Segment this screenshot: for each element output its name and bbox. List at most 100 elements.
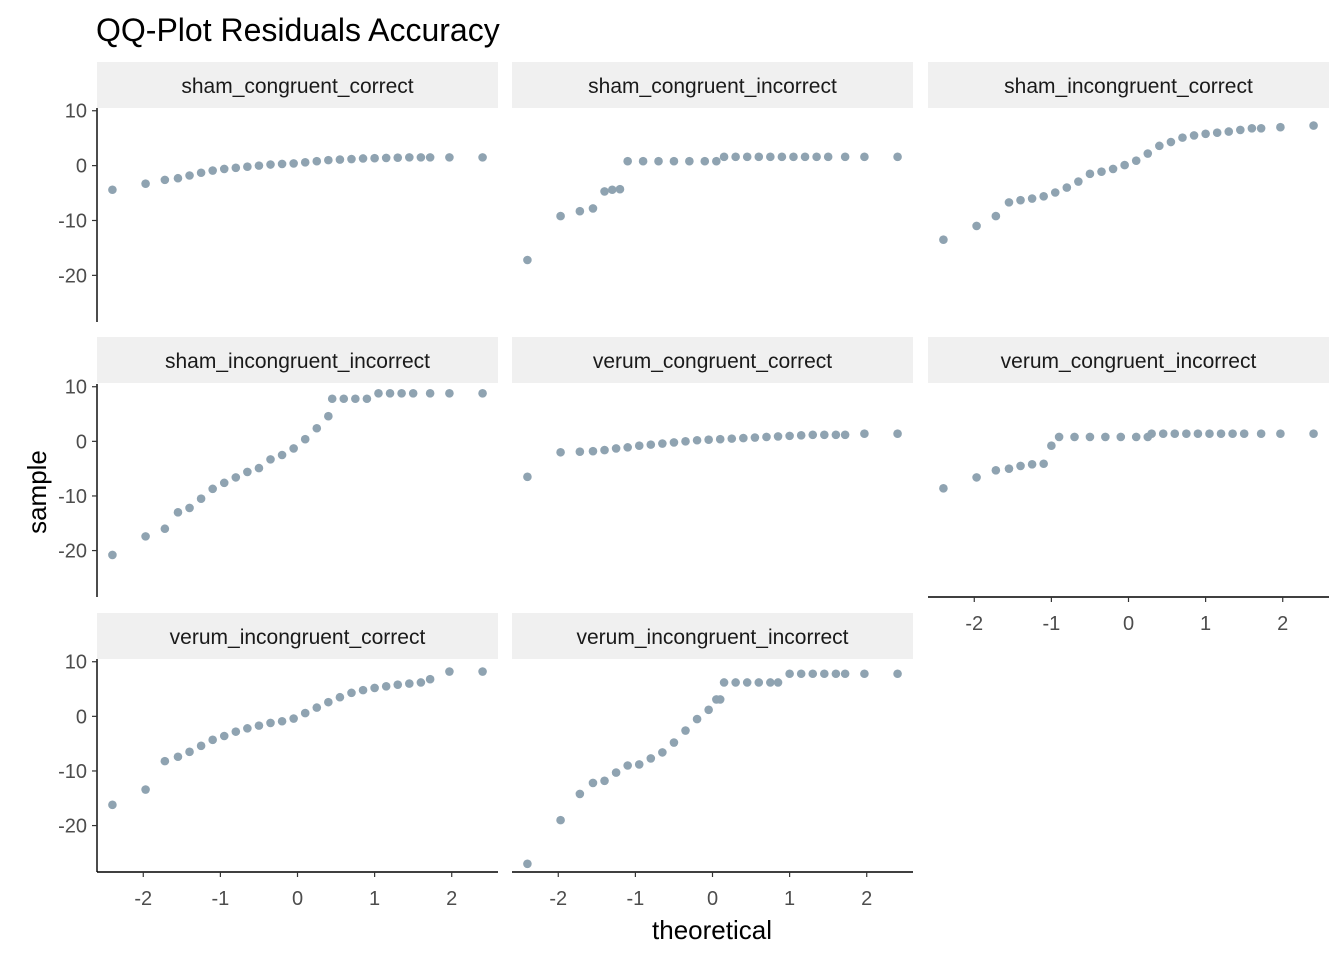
qq-point — [478, 667, 487, 676]
qq-point — [831, 430, 841, 440]
facet-strip-label: sham_congruent_correct — [181, 75, 413, 98]
qq-point — [108, 550, 117, 560]
qq-point — [196, 741, 206, 751]
qq-point — [575, 789, 585, 799]
facet-strip-label: sham_incongruent_correct — [1004, 75, 1253, 98]
qq-point — [840, 430, 850, 440]
qq-point — [754, 678, 764, 687]
qq-point — [766, 678, 775, 687]
qq-point — [715, 695, 725, 704]
qq-point — [173, 508, 183, 517]
qq-point — [196, 168, 206, 178]
qq-point — [731, 152, 740, 162]
qq-point — [393, 153, 403, 162]
qq-point — [160, 524, 170, 534]
qq-point — [742, 678, 752, 687]
qq-point — [425, 153, 435, 162]
qq-point — [1039, 459, 1048, 469]
qq-point — [219, 164, 229, 174]
qq-point — [289, 714, 298, 723]
qq-point — [1276, 429, 1285, 439]
qq-point — [808, 430, 818, 440]
qq-point — [405, 153, 414, 162]
qq-point — [141, 785, 150, 794]
qq-point — [773, 678, 783, 687]
facet-panel: verum_incongruent_incorrect -2 -1 0 1 2 — [512, 613, 913, 910]
qq-point — [634, 441, 644, 451]
qq-point — [750, 433, 760, 442]
qq-point — [1224, 127, 1234, 136]
qq-point — [991, 211, 1001, 221]
x-tick-label: -2 — [134, 888, 152, 910]
y-tick-label: 10 — [65, 377, 87, 399]
qq-point — [1212, 128, 1222, 137]
qq-point — [669, 438, 679, 447]
qq-point — [654, 156, 663, 166]
facet-panel: sham_congruent_incorrect — [512, 62, 913, 265]
qq-point — [808, 669, 818, 679]
qq-point — [347, 688, 356, 698]
qq-point — [785, 669, 794, 679]
qq-point — [646, 440, 656, 449]
qq-point — [173, 173, 183, 183]
qq-point — [860, 669, 869, 679]
qq-point — [588, 204, 598, 213]
qq-point — [358, 154, 368, 163]
qq-point — [1074, 177, 1083, 186]
qq-point — [141, 179, 150, 189]
qq-point — [727, 434, 737, 443]
qq-point — [266, 160, 275, 169]
qq-point — [820, 669, 829, 679]
qq-point — [766, 152, 775, 162]
qq-point — [254, 721, 264, 730]
qq-point — [208, 735, 217, 745]
qq-point — [185, 171, 194, 180]
qq-point — [385, 388, 395, 398]
qq-point — [575, 206, 585, 216]
qq-point — [1309, 121, 1318, 130]
qq-point — [208, 166, 217, 175]
x-tick-label: 1 — [784, 888, 795, 910]
qq-point — [1054, 432, 1064, 442]
qq-point — [1276, 122, 1285, 132]
qq-point — [742, 152, 752, 162]
qq-point — [1166, 137, 1176, 147]
qq-point — [1193, 429, 1203, 439]
qq-point — [556, 815, 565, 825]
qq-point — [719, 678, 729, 687]
qq-point — [312, 423, 322, 433]
facet-strip-label: verum_incongruent_incorrect — [577, 626, 849, 649]
qq-point — [939, 484, 948, 493]
qq-point — [445, 667, 454, 676]
facet-strip-label: verum_incongruent_correct — [170, 626, 426, 649]
qq-point — [789, 152, 798, 162]
qq-point — [1170, 429, 1180, 439]
chart-title: QQ-Plot Residuals Accuracy — [96, 12, 500, 48]
x-tick-label: 1 — [369, 888, 380, 910]
x-tick-label: -1 — [211, 888, 229, 910]
qq-point — [773, 432, 783, 441]
qq-point — [408, 388, 418, 398]
x-tick-label: 2 — [1277, 613, 1288, 635]
qq-point — [1039, 192, 1048, 201]
qq-point — [1247, 124, 1257, 133]
x-tick-label: 1 — [1200, 613, 1211, 635]
qq-point — [523, 255, 532, 265]
y-tick-label: 0 — [76, 706, 87, 728]
facet-strip — [97, 613, 498, 659]
qq-point — [700, 156, 710, 166]
qq-point — [358, 685, 368, 695]
qq-point — [1027, 194, 1037, 203]
qq-point — [1101, 432, 1110, 442]
qq-point — [266, 718, 275, 728]
qq-point — [1256, 429, 1266, 439]
qq-point — [1147, 429, 1156, 439]
facet-strip — [512, 613, 913, 659]
qq-point — [185, 747, 194, 757]
y-tick-label: -20 — [58, 816, 87, 838]
qq-point — [1050, 188, 1060, 197]
qq-point — [381, 153, 391, 163]
qq-point — [231, 727, 241, 736]
qq-point — [611, 444, 621, 453]
